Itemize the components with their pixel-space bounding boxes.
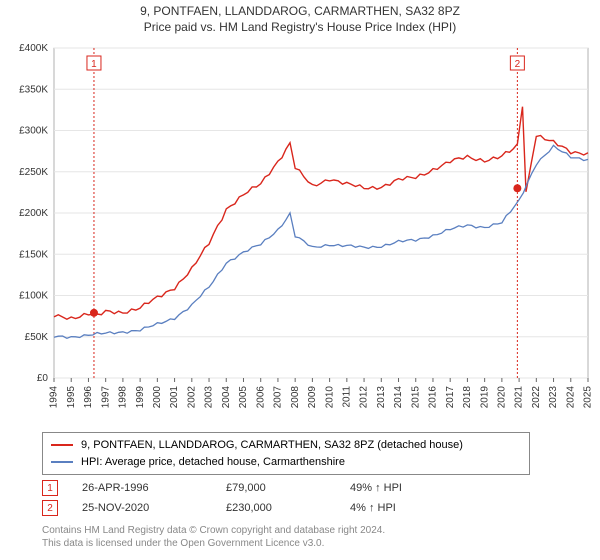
svg-text:1999: 1999 <box>135 386 146 409</box>
svg-text:2016: 2016 <box>428 386 439 409</box>
svg-text:2010: 2010 <box>324 386 335 409</box>
legend-swatch <box>51 461 73 463</box>
svg-text:2007: 2007 <box>273 386 284 409</box>
svg-text:£200K: £200K <box>19 208 48 219</box>
sale-date: 26-APR-1996 <box>82 482 202 494</box>
svg-text:2017: 2017 <box>445 386 456 409</box>
svg-text:2008: 2008 <box>290 386 301 409</box>
sale-price: £79,000 <box>226 482 326 494</box>
legend-label: 9, PONTFAEN, LLANDDAROG, CARMARTHEN, SA3… <box>81 437 463 454</box>
sale-marker-badge: 1 <box>42 480 58 496</box>
svg-text:2: 2 <box>515 59 521 70</box>
svg-text:2015: 2015 <box>410 386 421 409</box>
svg-text:2020: 2020 <box>497 386 508 409</box>
chart-title-line2: Price paid vs. HM Land Registry's House … <box>0 20 600 34</box>
sale-marker-badge: 2 <box>42 500 58 516</box>
sales-row: 2 25-NOV-2020 £230,000 4% ↑ HPI <box>42 498 470 518</box>
svg-text:2012: 2012 <box>359 386 370 409</box>
svg-text:£0: £0 <box>37 373 49 384</box>
svg-text:2004: 2004 <box>221 386 232 409</box>
svg-text:2009: 2009 <box>307 386 318 409</box>
svg-text:2002: 2002 <box>186 386 197 409</box>
svg-text:2021: 2021 <box>514 386 525 409</box>
legend-label: HPI: Average price, detached house, Carm… <box>81 454 345 471</box>
svg-text:1997: 1997 <box>100 386 111 409</box>
legend-row: HPI: Average price, detached house, Carm… <box>51 454 521 471</box>
svg-text:1998: 1998 <box>118 386 129 409</box>
svg-text:£350K: £350K <box>19 84 48 95</box>
sales-table: 1 26-APR-1996 £79,000 49% ↑ HPI 2 25-NOV-2020… <box>42 478 470 518</box>
svg-text:£300K: £300K <box>19 126 48 137</box>
sales-row: 1 26-APR-1996 £79,000 49% ↑ HPI <box>42 478 470 498</box>
svg-text:2013: 2013 <box>376 386 387 409</box>
sale-price: £230,000 <box>226 502 326 514</box>
legend: 9, PONTFAEN, LLANDDAROG, CARMARTHEN, SA3… <box>42 432 530 475</box>
svg-text:1994: 1994 <box>49 386 60 409</box>
price-chart: £0 £50K £100K £150K £200K £250K £300K £350K £400… <box>0 42 600 422</box>
sale-pct-vs-hpi: 4% ↑ HPI <box>350 502 470 514</box>
svg-text:£50K: £50K <box>25 332 49 343</box>
svg-text:2003: 2003 <box>204 386 215 409</box>
svg-text:£400K: £400K <box>19 43 48 54</box>
svg-text:2019: 2019 <box>479 386 490 409</box>
svg-text:2001: 2001 <box>169 386 180 409</box>
svg-text:2006: 2006 <box>255 386 266 409</box>
svg-text:2011: 2011 <box>341 386 352 408</box>
footer-attribution: Contains HM Land Registry data © Crown c… <box>42 524 385 550</box>
svg-text:1: 1 <box>91 59 97 70</box>
chart-title-line1: 9, PONTFAEN, LLANDDAROG, CARMARTHEN, SA3… <box>0 4 600 18</box>
footer-line1: Contains HM Land Registry data © Crown c… <box>42 524 385 537</box>
svg-text:2025: 2025 <box>583 386 594 409</box>
svg-text:£150K: £150K <box>19 249 48 260</box>
svg-text:2023: 2023 <box>548 386 559 409</box>
legend-swatch <box>51 444 73 446</box>
svg-text:1996: 1996 <box>83 386 94 409</box>
svg-text:£100K: £100K <box>19 291 48 302</box>
svg-text:2022: 2022 <box>531 386 542 409</box>
svg-text:2024: 2024 <box>565 386 576 409</box>
svg-text:£250K: £250K <box>19 167 48 178</box>
svg-text:2014: 2014 <box>393 386 404 409</box>
svg-text:2000: 2000 <box>152 386 163 409</box>
footer-line2: This data is licensed under the Open Gov… <box>42 537 385 550</box>
sale-pct-vs-hpi: 49% ↑ HPI <box>350 482 470 494</box>
sale-date: 25-NOV-2020 <box>82 502 202 514</box>
legend-row: 9, PONTFAEN, LLANDDAROG, CARMARTHEN, SA3… <box>51 437 521 454</box>
svg-text:2005: 2005 <box>238 386 249 409</box>
svg-text:1995: 1995 <box>66 386 77 409</box>
svg-text:2018: 2018 <box>462 386 473 409</box>
